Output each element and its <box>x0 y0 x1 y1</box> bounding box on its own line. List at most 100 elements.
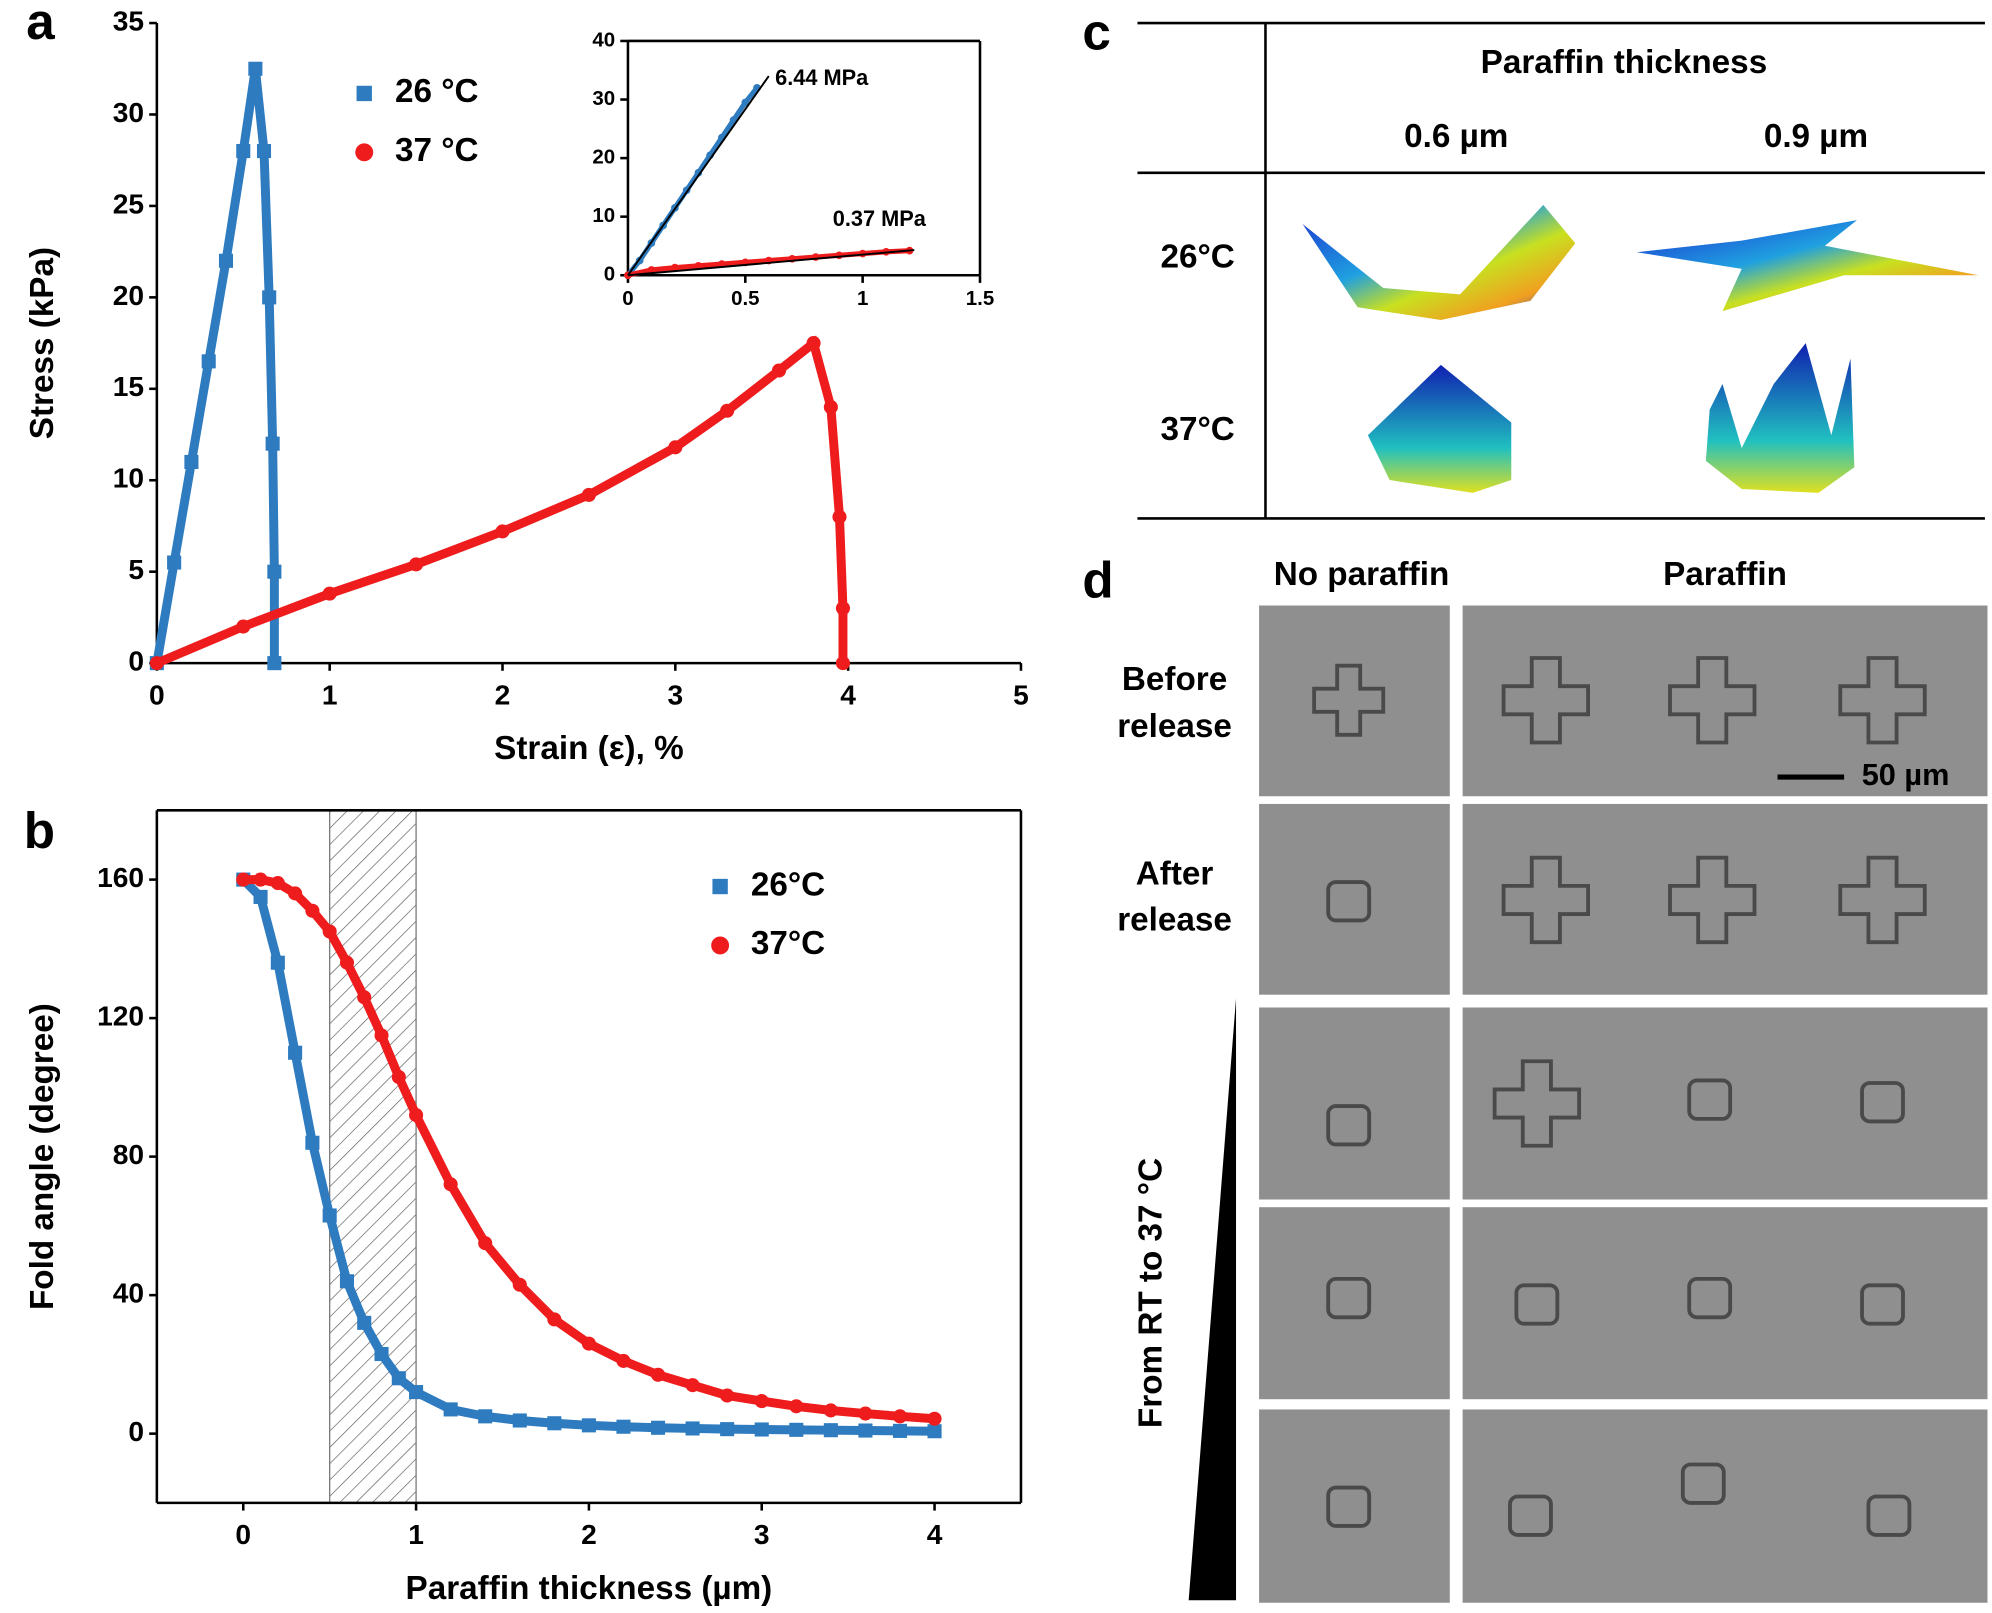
marker <box>835 251 844 260</box>
marker <box>339 1274 355 1289</box>
shaded-span <box>329 809 417 1504</box>
y-tick-label: 40 <box>113 1278 144 1309</box>
annotation: 6.44 MPa <box>775 65 869 90</box>
cross-outline <box>1492 1059 1582 1148</box>
marker <box>754 1422 769 1437</box>
marker <box>374 1028 389 1043</box>
legend-label: 37°C <box>751 925 825 962</box>
marker <box>835 601 850 616</box>
y-tick-label: 10 <box>592 204 615 227</box>
marker <box>892 1423 908 1438</box>
micrograph <box>1259 1007 1450 1200</box>
marker <box>685 1421 700 1436</box>
marker <box>167 555 182 570</box>
micrograph <box>1259 605 1450 797</box>
legend-label: 26°C <box>751 866 825 903</box>
marker <box>806 336 821 351</box>
temperature-ramp <box>1188 998 1237 1601</box>
marker <box>823 1423 838 1438</box>
marker <box>771 363 787 378</box>
column-header: Paraffin thickness <box>1481 44 1768 81</box>
marker <box>650 1420 666 1435</box>
marker <box>720 1388 735 1403</box>
y-tick-label: 80 <box>113 1139 144 1170</box>
marker <box>835 656 850 671</box>
marker <box>288 886 303 901</box>
folded-structure <box>1687 1276 1733 1320</box>
legend-marker <box>712 878 728 895</box>
marker <box>927 1424 942 1439</box>
y-tick-label: 120 <box>97 1001 144 1032</box>
panel-label: b <box>24 802 55 859</box>
marker <box>256 144 272 159</box>
x-tick-label: 0 <box>235 1519 251 1550</box>
simulation-image <box>1367 364 1512 493</box>
marker <box>391 1371 406 1386</box>
micrograph <box>1462 803 1988 995</box>
y-tick-label: 35 <box>113 5 144 36</box>
y-tick-label: 0 <box>604 263 615 286</box>
marker <box>236 619 251 634</box>
marker <box>720 1422 735 1437</box>
cross-outline <box>1838 656 1927 745</box>
marker <box>647 266 656 274</box>
x-axis-label: Strain (ε), % <box>494 730 684 767</box>
series-line <box>627 249 915 277</box>
y-tick-label: 20 <box>592 146 615 169</box>
y-tick-label: 5 <box>128 554 144 585</box>
marker <box>858 1423 873 1438</box>
y-tick-label: 10 <box>113 463 144 494</box>
folded-structure <box>1860 1081 1905 1124</box>
folded-structure <box>1326 880 1372 923</box>
plot: 0 0.5 1 1.5 0 10 20 30 40 6.44 MPa 0.37 MPa <box>592 28 994 310</box>
micrograph-features <box>1312 656 1927 1537</box>
x-tick-label: 1.5 <box>966 287 994 310</box>
legend-marker <box>356 85 372 102</box>
marker <box>288 1045 303 1060</box>
marker <box>322 924 337 939</box>
marker <box>262 290 277 305</box>
marker <box>478 1409 493 1424</box>
marker <box>512 1413 527 1428</box>
marker <box>495 524 510 539</box>
marker <box>694 262 703 270</box>
marker <box>720 403 735 418</box>
y-axis-label: Stress (kPa) <box>24 247 61 439</box>
marker <box>547 1416 562 1431</box>
folded-structure <box>1680 1462 1726 1505</box>
marker <box>823 400 838 415</box>
x-tick-label: 0 <box>149 679 165 710</box>
row-header: 37°C <box>1160 411 1234 448</box>
cross-outline <box>1312 663 1386 737</box>
marker <box>391 1069 406 1085</box>
marker <box>409 557 424 572</box>
marker <box>409 1385 424 1400</box>
y-tick-label: 0 <box>128 1416 144 1447</box>
marker <box>409 1108 424 1123</box>
panel-c: Paraffin thickness 0.6 µm 0.9 µm 26°C 37… <box>1137 21 1985 520</box>
folded-structure <box>1514 1283 1560 1326</box>
marker <box>270 955 285 970</box>
x-tick-label: 4 <box>840 679 856 710</box>
marker <box>265 436 280 451</box>
y-tick-label: 15 <box>113 371 144 402</box>
marker <box>374 1346 389 1362</box>
column-header: No paraffin <box>1274 556 1450 593</box>
folded-structure <box>1326 1104 1372 1147</box>
y-tick-label: 160 <box>97 862 144 893</box>
marker <box>789 1422 804 1437</box>
panel-d: No paraffin Paraffin Before release Afte… <box>1117 556 1988 1603</box>
column-header: Paraffin <box>1663 556 1787 593</box>
marker <box>236 144 251 159</box>
x-axis-label: Paraffin thickness (µm) <box>406 1570 773 1607</box>
marker <box>581 487 596 502</box>
marker <box>927 1411 942 1426</box>
annotation: 0.37 MPa <box>833 206 927 231</box>
folded-structure <box>1326 1276 1372 1320</box>
marker <box>248 61 263 76</box>
marker <box>218 253 234 268</box>
marker <box>581 1336 596 1351</box>
marker <box>512 1277 527 1292</box>
